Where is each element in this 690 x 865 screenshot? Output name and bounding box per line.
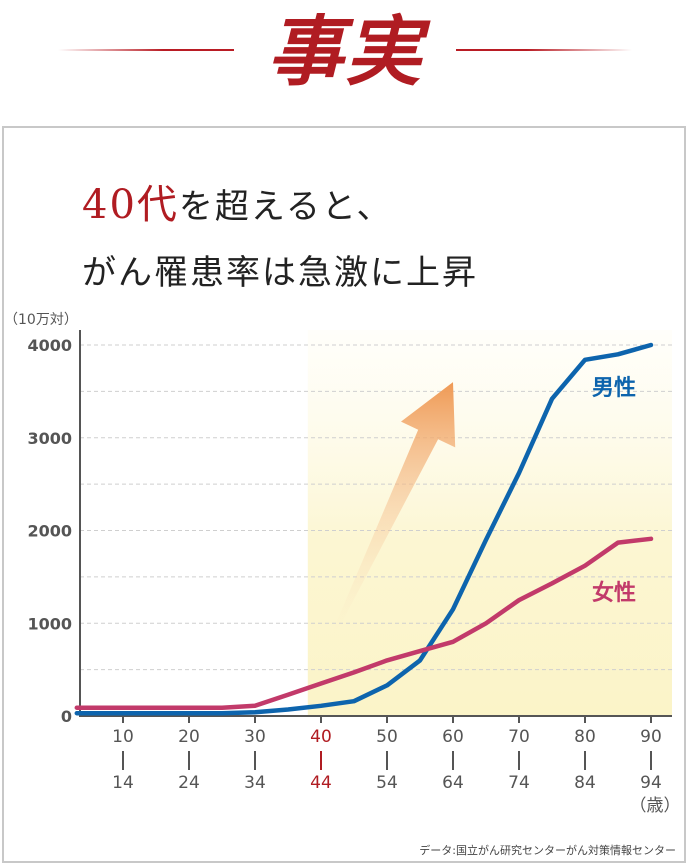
- x-tick-label-start: 90: [640, 727, 662, 747]
- x-tick-label-end: 64: [442, 773, 464, 793]
- x-tick-label-end: 94: [640, 773, 662, 793]
- data-source-note: データ:国立がん研究センターがん対策情報センター: [419, 844, 676, 857]
- x-tick-label-start: 70: [508, 727, 530, 747]
- x-tick-label-start: 50: [376, 727, 398, 747]
- x-tick-label-start: 80: [574, 727, 596, 747]
- x-tick-label-end: 44: [310, 773, 332, 793]
- x-tick-label-start: 20: [178, 727, 200, 747]
- headline-highlight: 40代: [82, 182, 179, 228]
- female-series-label: 女性: [592, 580, 636, 606]
- male-series-line: [74, 342, 654, 716]
- header-rule-left: [58, 49, 234, 51]
- x-tick-label-end: 34: [244, 773, 266, 793]
- x-tick-label-start: 60: [442, 727, 464, 747]
- highlight-band: [307, 330, 672, 716]
- header-title: 事実: [267, 7, 423, 96]
- header: 事実: [0, 0, 690, 126]
- x-tick-label-end: 54: [376, 773, 398, 793]
- female-series-line: [74, 536, 654, 710]
- x-tick-label-end: 14: [112, 773, 134, 793]
- x-tick-label-end: 84: [574, 773, 596, 793]
- headline-line-1-rest: を超えると、: [178, 187, 393, 227]
- x-tick-label-start: 10: [112, 727, 134, 747]
- x-tick-label-end: 74: [508, 773, 530, 793]
- headline: 40代を超えると、 がん罹患率は急激に上昇: [82, 172, 642, 306]
- y-tick-label: 4000: [27, 336, 72, 355]
- x-tick-label-start: 30: [244, 727, 266, 747]
- x-tick-label-end: 24: [178, 773, 200, 793]
- y-tick-label: 1000: [27, 614, 72, 633]
- y-unit-label: （10万対）: [4, 312, 78, 328]
- x-unit-label: （歳）: [630, 796, 681, 816]
- male-series-label: 男性: [592, 376, 636, 401]
- headline-line-2: がん罹患率は急激に上昇: [82, 253, 478, 293]
- y-tick-label: 2000: [27, 522, 72, 541]
- trend-arrow: [332, 382, 456, 634]
- x-tick-label-start: 40: [310, 727, 332, 747]
- y-tick-label: 0: [61, 707, 72, 726]
- headline-line-1: 40代を超えると、: [82, 172, 642, 240]
- y-tick-label: 3000: [27, 429, 72, 448]
- header-rule-right: [456, 49, 632, 51]
